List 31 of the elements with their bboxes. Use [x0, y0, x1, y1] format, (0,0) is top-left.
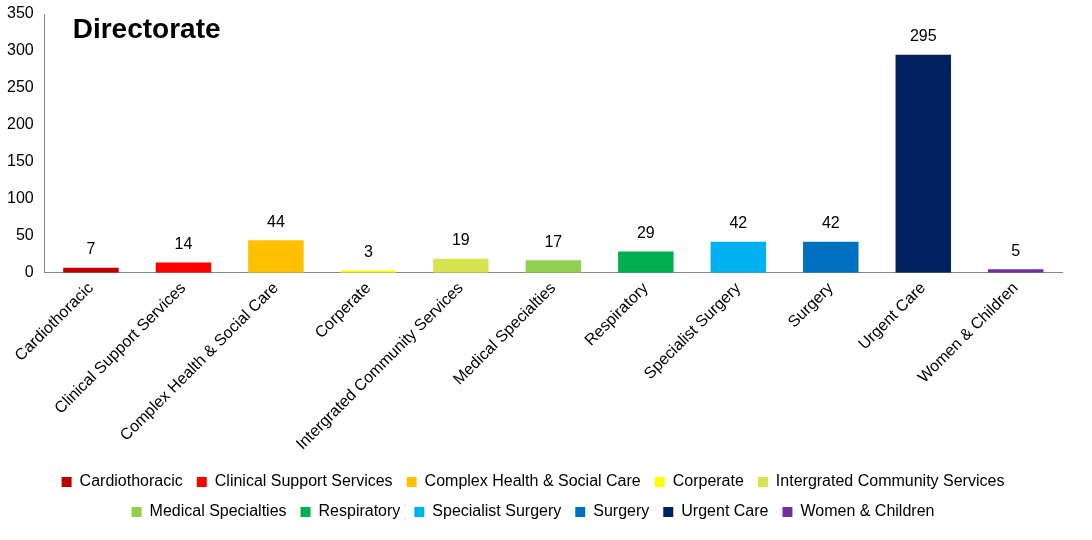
legend-label: Urgent Care	[681, 502, 769, 520]
data-label: 14	[174, 234, 193, 252]
y-tick-label: 50	[15, 226, 34, 244]
data-label: 19	[451, 231, 470, 249]
legend-label: Complex Health & Social Care	[424, 472, 641, 490]
legend-label: Medical Specialties	[149, 502, 287, 520]
legend-label: Clinical Support Services	[214, 472, 393, 490]
legend-label: Specialist Surgery	[432, 502, 562, 520]
y-tick-label: 150	[6, 152, 34, 170]
legend-label: Women & Children	[800, 502, 935, 520]
legend-label: Corperate	[672, 472, 744, 490]
y-tick-label: 350	[6, 4, 34, 22]
data-label: 17	[544, 232, 563, 250]
data-label: 295	[909, 27, 937, 45]
y-tick-label: 300	[6, 41, 34, 59]
data-label: 42	[821, 214, 840, 232]
data-label: 44	[267, 212, 285, 230]
legend-label: Surgery	[593, 502, 650, 520]
data-label: 29	[636, 223, 655, 241]
y-tick-label: 100	[6, 189, 34, 207]
y-tick-label: 200	[6, 115, 34, 133]
data-label: 42	[729, 214, 748, 232]
data-label: 5	[1011, 241, 1021, 259]
legend-label: Intergrated Community Services	[775, 472, 1005, 490]
data-label: 7	[86, 240, 96, 258]
legend-label: Cardiothoracic	[79, 472, 183, 490]
chart-title: Directorate	[72, 12, 221, 44]
data-label: 3	[363, 243, 373, 261]
legend-label: Respiratory	[318, 502, 401, 520]
y-tick-label: 0	[24, 263, 34, 281]
y-tick-label: 250	[6, 78, 34, 96]
